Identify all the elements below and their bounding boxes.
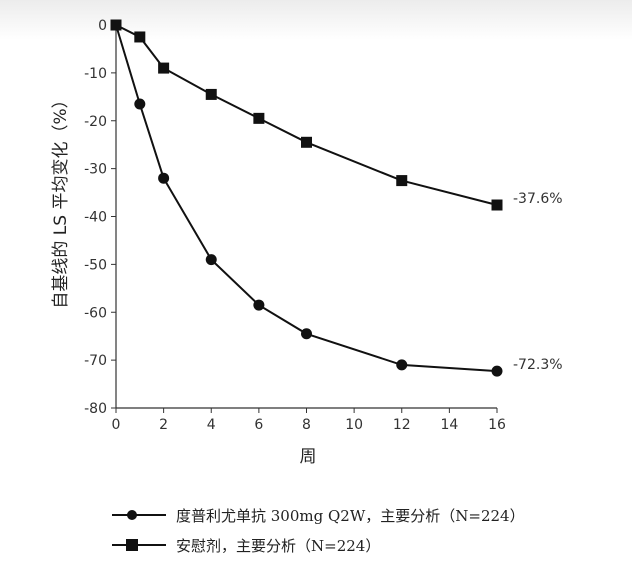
data-point-circle [205, 254, 217, 266]
data-point-square [158, 62, 170, 74]
data-point-square [491, 199, 503, 211]
data-point-square [301, 136, 312, 148]
y-tick-label: -50 [84, 257, 107, 273]
data-point-square [253, 112, 265, 124]
legend-item-dupilumab: 度普利尤单抗 300mg Q2W，主要分析（N=224） [112, 500, 612, 530]
y-tick-label: 0 [98, 18, 107, 34]
x-tick-label: 10 [345, 417, 363, 433]
x-tick-label: 12 [393, 417, 411, 433]
x-tick-label: 14 [440, 417, 458, 433]
line-chart: 0 -10 -20 -30 -40 -50 -60 -70 -80 0 2 4 6 8 10 12 14 16 -… [51, 18, 563, 467]
chart-legend: 度普利尤单抗 300mg Q2W，主要分析（N=224） 安慰剂，主要分析（N=… [112, 500, 612, 560]
data-point-circle [491, 365, 503, 377]
y-tick-label: -40 [84, 210, 107, 226]
x-tick-label: 0 [112, 417, 121, 433]
legend-marker-square-icon [112, 539, 166, 551]
y-axis-label: 自基线的 LS 平均变化（%） [51, 91, 71, 308]
data-point-circle [134, 98, 146, 110]
x-tick-label: 8 [302, 417, 311, 433]
chart-axes: 0 -10 -20 -30 -40 -50 -60 -70 -80 0 2 4 6 8 10 12 14 16 [84, 18, 506, 433]
legend-marker-circle-icon [112, 510, 166, 520]
x-axis-label: 周 [300, 447, 317, 467]
x-tick-label: 6 [254, 417, 263, 433]
legend-label-placebo: 安慰剂，主要分析（N=224） [176, 536, 381, 555]
header-band [0, 0, 632, 40]
y-tick-label: -20 [84, 114, 107, 130]
chart-series: -72.3% -37.6% [110, 19, 563, 377]
y-tick-label: -30 [84, 162, 107, 178]
x-tick-label: 4 [207, 417, 216, 433]
data-point-circle [158, 172, 170, 184]
data-point-square [134, 31, 146, 43]
end-value-label: -72.3% [513, 357, 563, 373]
y-tick-label: -10 [84, 66, 107, 82]
y-tick-label: -80 [84, 401, 107, 417]
y-tick-label: -70 [84, 353, 107, 369]
series-line [115, 24, 498, 373]
legend-item-placebo: 安慰剂，主要分析（N=224） [112, 530, 612, 560]
legend-label-dupilumab: 度普利尤单抗 300mg Q2W，主要分析（N=224） [176, 506, 525, 525]
data-point-square [205, 88, 217, 100]
end-value-label: -37.6% [513, 191, 563, 207]
data-point-circle [396, 359, 408, 371]
data-point-circle [253, 299, 265, 311]
x-tick-label: 2 [159, 417, 168, 433]
y-tick-label: -60 [84, 305, 107, 321]
data-point-square [110, 19, 122, 31]
x-tick-label: 16 [488, 417, 506, 433]
series-line [115, 24, 498, 206]
data-point-circle [301, 328, 312, 340]
data-point-square [396, 175, 408, 187]
